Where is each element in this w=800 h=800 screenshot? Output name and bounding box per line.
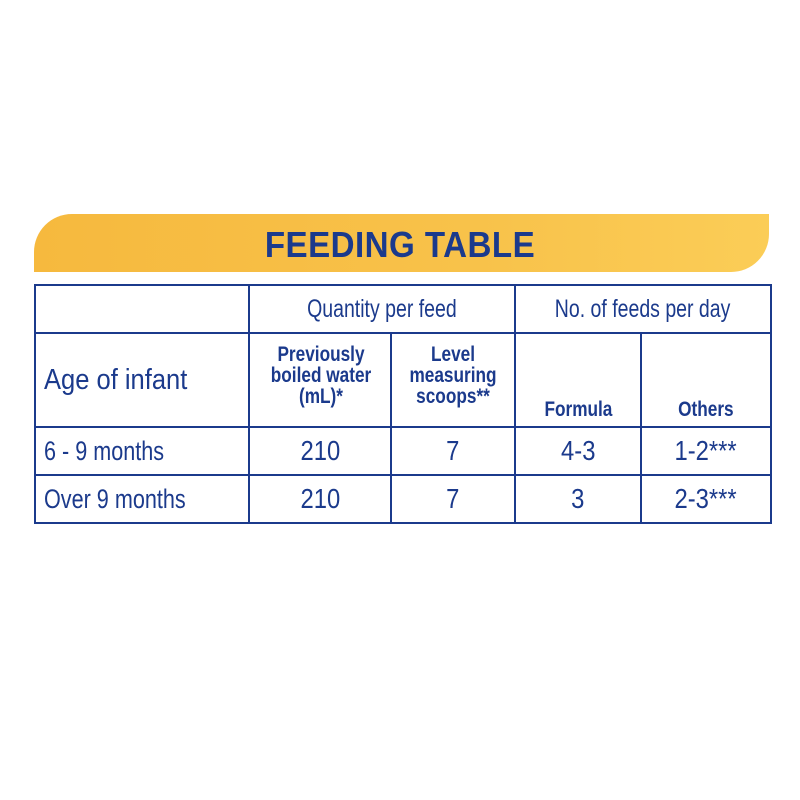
- quantity-per-feed-header: Quantity per feed: [247, 284, 517, 334]
- table-row: 6 - 9 months 210 7 4-3 1-2***: [34, 426, 773, 476]
- formula-value: 3: [571, 483, 585, 514]
- empty-corner-cell: [34, 284, 250, 334]
- sub-header-row: Age of infant Previously boiled water (m…: [34, 332, 773, 428]
- scoops-cell: 7: [389, 426, 517, 476]
- page-title: FEEDING TABLE: [264, 224, 536, 265]
- feeds-per-day-header: No. of feeds per day: [514, 284, 773, 334]
- water-header-label: Previously boiled water (mL)*: [270, 343, 372, 408]
- formula-header: Formula: [514, 332, 643, 428]
- others-cell: 1-2***: [640, 426, 773, 476]
- group-header-row: Quantity per feed No. of feeds per day: [34, 284, 773, 334]
- scoops-value: 7: [446, 435, 460, 466]
- age-cell: Over 9 months: [34, 474, 250, 524]
- water-header: Previously boiled water (mL)*: [248, 332, 392, 428]
- others-value: 1-2***: [674, 435, 738, 466]
- formula-cell: 3: [514, 474, 643, 524]
- formula-cell: 4-3: [514, 426, 643, 476]
- others-cell: 2-3***: [640, 474, 773, 524]
- scoops-value: 7: [446, 483, 460, 514]
- water-value: 210: [300, 483, 340, 514]
- quantity-per-feed-label: Quantity per feed: [307, 294, 457, 323]
- others-value: 2-3***: [674, 483, 738, 514]
- scoops-header-label: Level measuring scoops**: [409, 343, 497, 408]
- water-cell: 210: [248, 426, 392, 476]
- age-cell: 6 - 9 months: [34, 426, 250, 476]
- title-banner: [34, 214, 769, 272]
- feeds-per-day-label: No. of feeds per day: [555, 294, 731, 323]
- others-header: Others: [640, 332, 773, 428]
- scoops-cell: 7: [389, 474, 517, 524]
- formula-value: 4-3: [560, 435, 596, 466]
- others-header-label: Others: [678, 398, 734, 421]
- water-cell: 210: [248, 474, 392, 524]
- age-value: Over 9 months: [44, 483, 186, 514]
- age-of-infant-header: Age of infant: [34, 332, 250, 428]
- feeding-table: Quantity per feed No. of feeds per day A…: [34, 284, 773, 524]
- table-row: Over 9 months 210 7 3 2-3***: [34, 474, 773, 524]
- age-of-infant-label: Age of infant: [44, 363, 188, 396]
- scoops-header: Level measuring scoops**: [389, 332, 517, 428]
- formula-header-label: Formula: [544, 398, 612, 421]
- water-value: 210: [300, 435, 340, 466]
- age-value: 6 - 9 months: [44, 435, 165, 466]
